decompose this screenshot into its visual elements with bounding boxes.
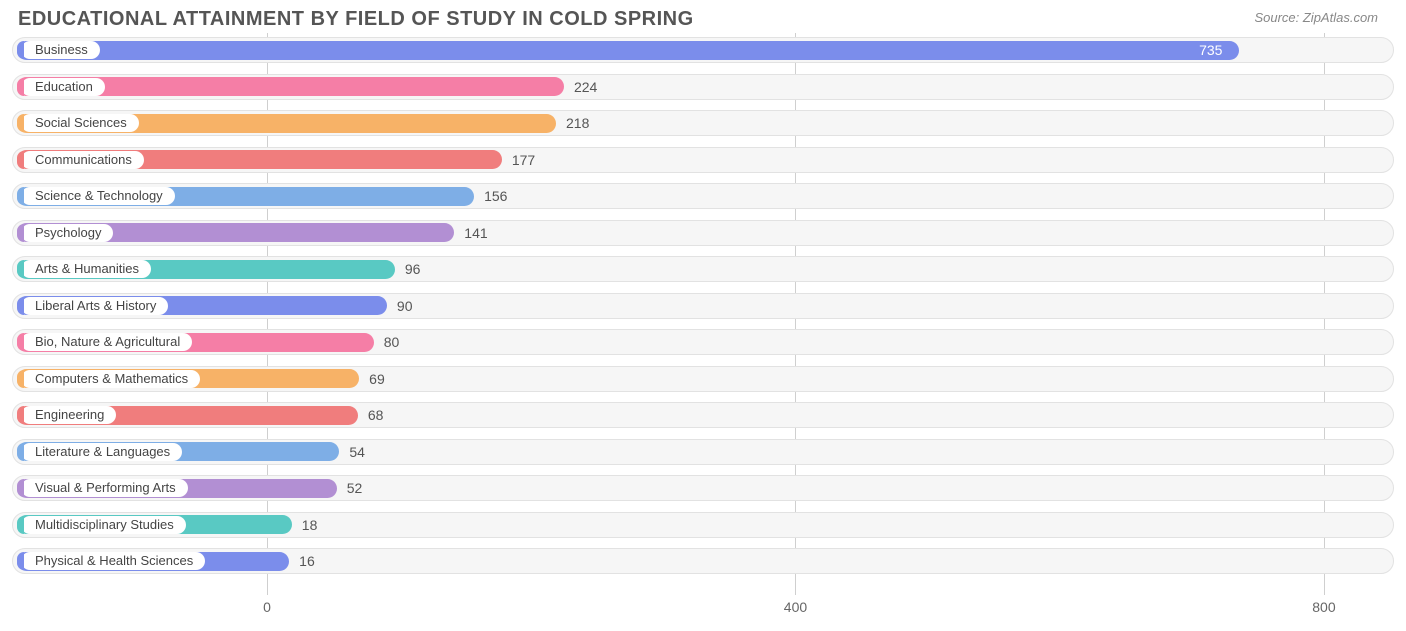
category-label: Bio, Nature & Agricultural [21, 333, 192, 351]
bar-value: 80 [384, 333, 400, 351]
category-label: Computers & Mathematics [21, 370, 200, 388]
bar-row: Multidisciplinary Studies 18 [12, 512, 1394, 538]
category-label: Arts & Humanities [21, 260, 151, 278]
bar [17, 41, 1239, 60]
bar-row: Education 224 [12, 74, 1394, 100]
bar-row: Psychology 141 [12, 220, 1394, 246]
bar-row: Computers & Mathematics 69 [12, 366, 1394, 392]
pill-accent [17, 370, 24, 388]
chart-title: EDUCATIONAL ATTAINMENT BY FIELD OF STUDY… [18, 8, 694, 31]
category-label: Visual & Performing Arts [21, 479, 188, 497]
bar-value: 156 [484, 187, 507, 205]
category-label: Psychology [21, 224, 113, 242]
bar-chart: 0400800 Business735Education224Social Sc… [12, 37, 1394, 585]
pill-accent [17, 187, 24, 205]
pill-accent [17, 443, 24, 461]
pill-accent [17, 114, 24, 132]
category-label: Engineering [21, 406, 116, 424]
bar-row: Business 735 [12, 37, 1394, 63]
bar-value: 141 [464, 224, 487, 242]
pill-accent [17, 406, 24, 424]
pill-accent [17, 297, 24, 315]
bar-value: 96 [405, 260, 421, 278]
bar-value: 218 [566, 114, 589, 132]
bar-value: 54 [349, 443, 365, 461]
bar-value: 68 [368, 406, 384, 424]
bar-value: 52 [347, 479, 363, 497]
pill-accent [17, 151, 24, 169]
category-label: Business [21, 41, 100, 59]
category-label: Multidisciplinary Studies [21, 516, 186, 534]
category-label: Education [21, 78, 105, 96]
x-tick-label: 400 [784, 599, 807, 615]
x-tick-label: 800 [1312, 599, 1335, 615]
category-label: Social Sciences [21, 114, 139, 132]
bar-row: Engineering 68 [12, 402, 1394, 428]
bar-row: Social Sciences 218 [12, 110, 1394, 136]
bar-row: Arts & Humanities 96 [12, 256, 1394, 282]
bar-value: 177 [512, 151, 535, 169]
pill-accent [17, 552, 24, 570]
bar-row: Bio, Nature & Agricultural 80 [12, 329, 1394, 355]
bar-row: Liberal Arts & History 90 [12, 293, 1394, 319]
pill-accent [17, 260, 24, 278]
category-label: Literature & Languages [21, 443, 182, 461]
bar-row: Physical & Health Sciences 16 [12, 548, 1394, 574]
source-attribution: Source: ZipAtlas.com [1254, 8, 1378, 25]
bar-value: 69 [369, 370, 385, 388]
bar-row: Visual & Performing Arts 52 [12, 475, 1394, 501]
bar-row: Literature & Languages 54 [12, 439, 1394, 465]
category-label: Science & Technology [21, 187, 175, 205]
x-tick-label: 0 [263, 599, 271, 615]
pill-accent [17, 224, 24, 242]
pill-accent [17, 333, 24, 351]
pill-accent [17, 479, 24, 497]
bar-value: 18 [302, 516, 318, 534]
category-label: Liberal Arts & History [21, 297, 168, 315]
bar-row: Communications 177 [12, 147, 1394, 173]
bar-row: Science & Technology 156 [12, 183, 1394, 209]
bar-value: 735 [1199, 41, 1222, 59]
pill-accent [17, 516, 24, 534]
bar-value: 224 [574, 78, 597, 96]
pill-accent [17, 78, 24, 96]
category-label: Physical & Health Sciences [21, 552, 205, 570]
bar-value: 90 [397, 297, 413, 315]
bar-value: 16 [299, 552, 315, 570]
category-label: Communications [21, 151, 144, 169]
pill-accent [17, 41, 24, 59]
